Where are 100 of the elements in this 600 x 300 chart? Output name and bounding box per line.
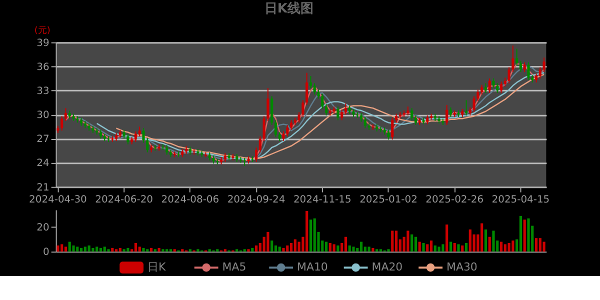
bar bbox=[508, 243, 510, 252]
bar bbox=[243, 249, 246, 252]
bar bbox=[166, 249, 168, 252]
x-tick-label: 2024-04-30 bbox=[29, 194, 87, 206]
bar bbox=[224, 249, 226, 252]
candlestick bbox=[302, 100, 304, 118]
bar bbox=[154, 249, 156, 252]
y-tick-label: 21 bbox=[36, 182, 50, 194]
bar bbox=[453, 243, 456, 252]
candlestick bbox=[290, 120, 293, 130]
bar bbox=[372, 248, 374, 252]
x-tick-label: 2025-01-02 bbox=[360, 194, 418, 206]
bar bbox=[406, 230, 410, 252]
candlestick bbox=[146, 137, 149, 153]
bar bbox=[418, 242, 421, 252]
bar bbox=[134, 243, 138, 252]
bar bbox=[254, 245, 258, 252]
bar bbox=[162, 249, 164, 252]
bar bbox=[538, 238, 542, 252]
bar bbox=[430, 240, 433, 252]
bar bbox=[236, 249, 238, 252]
y-tick-label: 36 bbox=[36, 62, 50, 73]
bar bbox=[422, 243, 425, 252]
bar bbox=[368, 246, 370, 252]
x-tick-label: 2025-04-15 bbox=[492, 194, 550, 206]
bar bbox=[173, 249, 176, 252]
chart-title: 日K线图 bbox=[264, 1, 314, 16]
candlestick bbox=[387, 129, 390, 140]
bar bbox=[208, 249, 211, 252]
candlestick bbox=[446, 104, 448, 126]
bar bbox=[294, 239, 296, 252]
bar bbox=[492, 230, 495, 252]
bar bbox=[146, 249, 149, 252]
candlestick bbox=[356, 112, 359, 118]
candlestick bbox=[476, 89, 480, 102]
candlestick bbox=[492, 78, 495, 89]
bar bbox=[266, 232, 270, 252]
bar bbox=[414, 236, 418, 252]
bar bbox=[410, 234, 414, 252]
bar bbox=[282, 248, 285, 252]
x-tick-label: 2024-08-06 bbox=[161, 194, 220, 206]
candlestick bbox=[527, 62, 530, 81]
y-tick-label: 39 bbox=[36, 38, 50, 49]
candlestick bbox=[321, 93, 324, 110]
bar bbox=[158, 248, 160, 252]
bar bbox=[426, 244, 429, 252]
candlestick bbox=[306, 72, 308, 106]
bar bbox=[80, 248, 83, 252]
bar bbox=[247, 249, 250, 252]
candlestick bbox=[496, 82, 499, 94]
candlestick bbox=[258, 136, 262, 153]
candlestick bbox=[262, 116, 266, 142]
bar bbox=[324, 242, 328, 252]
bar bbox=[122, 249, 126, 252]
candlestick bbox=[282, 130, 285, 142]
bar bbox=[103, 246, 106, 252]
bar bbox=[464, 243, 468, 252]
candlestick bbox=[336, 106, 340, 121]
bar bbox=[527, 218, 530, 252]
candlestick bbox=[64, 108, 68, 122]
bar bbox=[309, 220, 312, 252]
candlestick bbox=[372, 124, 374, 130]
bar bbox=[348, 245, 351, 252]
x-tick-label: 2024-11-15 bbox=[293, 194, 352, 206]
candlestick bbox=[254, 146, 258, 162]
bar bbox=[394, 230, 398, 252]
candlestick bbox=[166, 144, 168, 156]
bar bbox=[480, 223, 484, 252]
bar bbox=[360, 242, 363, 252]
bar bbox=[188, 249, 192, 252]
x-tick-label: 2025-02-26 bbox=[426, 194, 484, 206]
candlestick bbox=[266, 88, 270, 122]
bar bbox=[313, 218, 316, 252]
bar bbox=[434, 245, 436, 252]
bar bbox=[60, 244, 64, 252]
bar bbox=[68, 242, 71, 252]
candlestick bbox=[519, 60, 522, 73]
y-tick-label: 24 bbox=[36, 158, 50, 170]
bar bbox=[376, 249, 378, 252]
bar bbox=[118, 248, 122, 252]
bar bbox=[438, 246, 440, 252]
candlestick bbox=[324, 104, 328, 116]
bar bbox=[111, 248, 114, 252]
legend-label: MA10 bbox=[297, 260, 328, 274]
bar bbox=[336, 245, 340, 252]
candlestick bbox=[480, 84, 484, 96]
y-tick-label: 30 bbox=[36, 110, 50, 122]
candlestick bbox=[142, 128, 145, 144]
candlestick bbox=[542, 57, 546, 73]
bar bbox=[504, 244, 506, 252]
candlestick bbox=[60, 116, 64, 132]
legend-label: 日K bbox=[148, 260, 167, 274]
candlestick bbox=[512, 45, 514, 73]
bar bbox=[114, 249, 118, 252]
bar bbox=[500, 242, 503, 252]
candlestick bbox=[414, 114, 418, 126]
candlestick bbox=[364, 116, 366, 129]
bar bbox=[84, 246, 86, 252]
y-tick-label: 20 bbox=[36, 222, 50, 234]
bar bbox=[56, 245, 60, 252]
